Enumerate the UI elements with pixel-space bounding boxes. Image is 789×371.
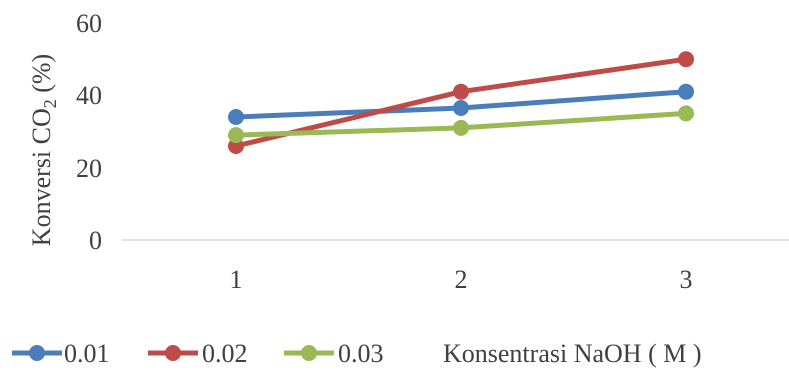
data-point-0-2[interactable]: [678, 83, 694, 100]
legend: 0.01 0.02 0.03 Konsentrasi NaOH ( M ): [12, 339, 702, 368]
legend-item-2[interactable]: 0.03: [284, 339, 384, 368]
data-point-2-0[interactable]: [228, 127, 244, 144]
data-point-2-1[interactable]: [453, 119, 469, 136]
y-axis-label-main: Konversi CO: [27, 108, 56, 246]
x-tick-label: 2: [455, 265, 468, 294]
legend-item-0[interactable]: 0.01: [12, 339, 110, 368]
series-2: [228, 105, 694, 144]
x-tick-label: 3: [680, 265, 693, 294]
x-axis-ticks: 1 2 3: [230, 265, 693, 294]
y-axis-label: Konversi CO2 (%): [27, 54, 60, 246]
legend-item-1[interactable]: 0.02: [148, 339, 248, 368]
legend-marker-2: [301, 345, 317, 361]
legend-label-0: 0.01: [64, 339, 110, 368]
y-axis-label-subscript: 2: [40, 99, 60, 108]
series-0: [228, 83, 694, 125]
legend-label-2: 0.03: [338, 339, 384, 368]
legend-label-1: 0.02: [202, 339, 248, 368]
y-tick-label: 40: [76, 81, 102, 110]
data-point-0-0[interactable]: [228, 109, 244, 125]
y-tick-label: 20: [76, 154, 102, 183]
data-point-1-1[interactable]: [453, 83, 469, 100]
series-layer: [228, 51, 694, 154]
legend-marker-1: [165, 345, 181, 361]
data-point-2-2[interactable]: [678, 105, 694, 122]
data-point-1-2[interactable]: [678, 51, 694, 68]
y-tick-label: 60: [76, 9, 102, 38]
y-tick-label: 0: [89, 226, 102, 255]
y-axis-label-suffix: (%): [27, 54, 56, 99]
y-axis-ticks: 0 20 40 60: [76, 9, 102, 255]
x-tick-label: 1: [230, 265, 243, 294]
data-point-0-1[interactable]: [453, 100, 469, 116]
legend-marker-0: [29, 345, 45, 361]
x-axis-label: Konsentrasi NaOH ( M ): [443, 339, 702, 368]
